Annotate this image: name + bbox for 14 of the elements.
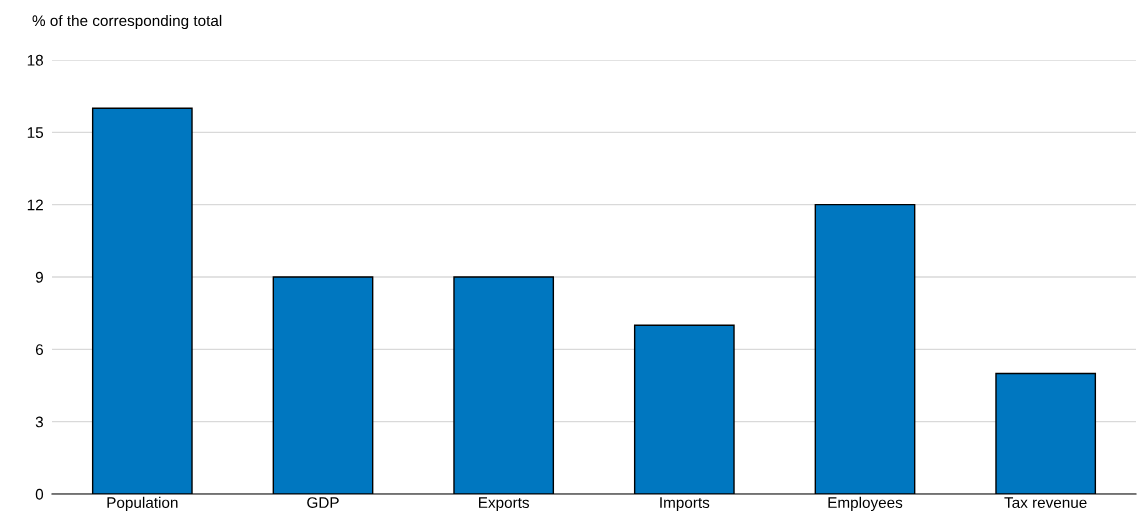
y-tick-label: 0 bbox=[35, 488, 44, 500]
y-tick-label: 18 bbox=[27, 54, 43, 66]
y-tick-label: 3 bbox=[35, 416, 43, 428]
y-tick-label: 15 bbox=[27, 127, 44, 139]
y-tick-label: 6 bbox=[35, 344, 43, 356]
y-tick-label: 12 bbox=[27, 199, 43, 211]
y-tick-label: 9 bbox=[35, 271, 43, 283]
x-tick-label: Tax revenue bbox=[1004, 497, 1087, 508]
x-tick-label: Exports bbox=[479, 497, 530, 512]
x-tick-label: Population bbox=[107, 496, 178, 512]
x-tick-label: Imports bbox=[660, 497, 710, 512]
x-tick-label: GDP bbox=[307, 497, 339, 508]
x-tick-label: Employees bbox=[828, 496, 903, 512]
y-axis-title: % of the corresponding total bbox=[32, 14, 222, 30]
